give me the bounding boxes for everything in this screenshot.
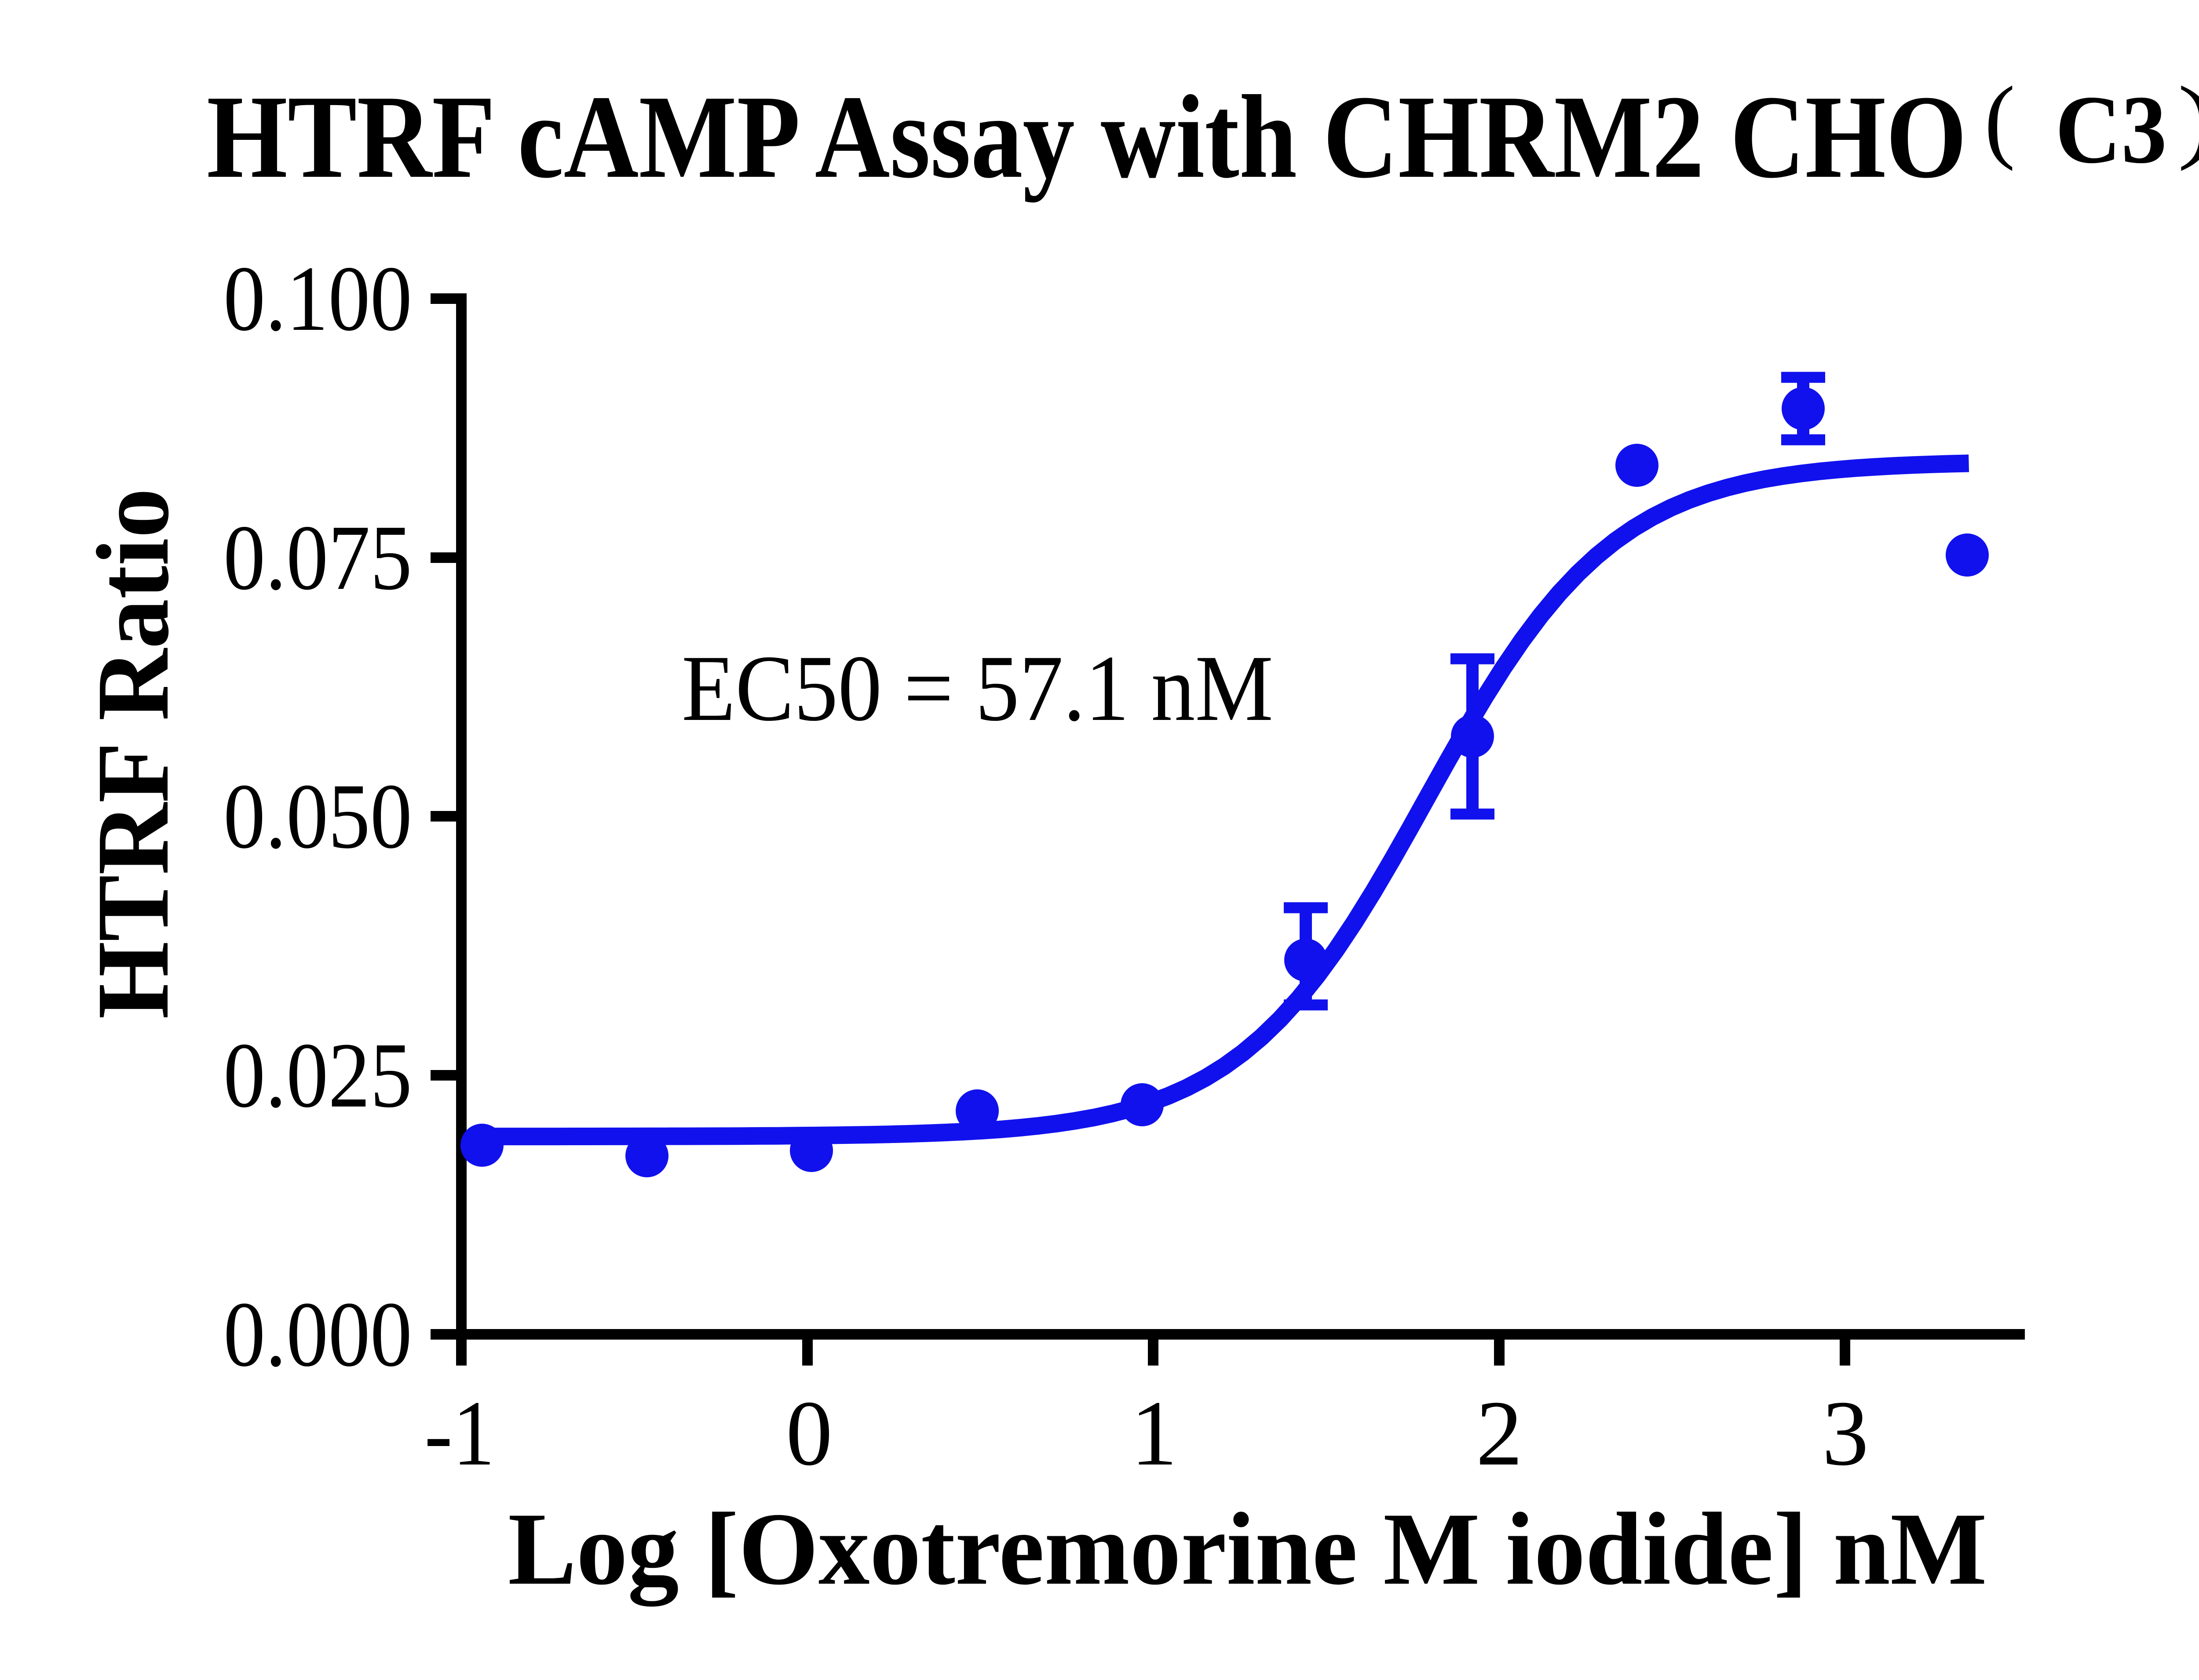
svg-text:0.025: 0.025: [223, 1023, 412, 1127]
svg-text:C3: C3: [2055, 76, 2167, 184]
svg-text:0: 0: [786, 1381, 833, 1485]
svg-text:HTRF cAMP Assay with CHRM2 CHO: HTRF cAMP Assay with CHRM2 CHO: [207, 71, 1967, 203]
svg-text:0.075: 0.075: [223, 506, 412, 609]
svg-text:3: 3: [1822, 1381, 1869, 1485]
svg-text:0.000: 0.000: [223, 1282, 412, 1386]
svg-text:2: 2: [1476, 1381, 1523, 1485]
svg-text:0.100: 0.100: [223, 247, 412, 350]
svg-text:): ): [2177, 67, 2199, 172]
svg-text:-1: -1: [424, 1381, 495, 1485]
svg-text:HTRF Ratio: HTRF Ratio: [76, 488, 190, 1019]
svg-text:0.050: 0.050: [223, 764, 412, 868]
svg-text:1: 1: [1131, 1381, 1177, 1485]
svg-text:EC50 = 57.1 nM: EC50 = 57.1 nM: [682, 635, 1273, 741]
svg-text:(: (: [1984, 67, 2015, 172]
svg-text:Log [Oxotremorine M iodide] nM: Log [Oxotremorine M iodide] nM: [508, 1492, 1987, 1607]
